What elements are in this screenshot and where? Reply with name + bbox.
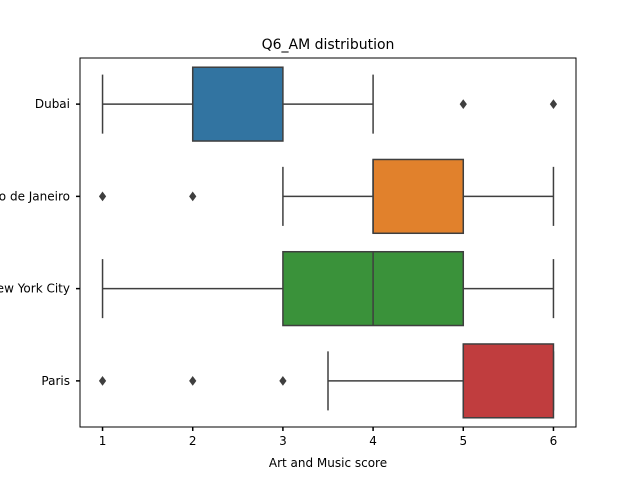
outlier-point-dubai xyxy=(459,99,467,109)
axes-frame xyxy=(79,57,577,428)
axis-ticks: Dubai Rio de Janeiro New York City Paris 1 2 3… xyxy=(0,97,557,448)
x-tick-label-1: 1 xyxy=(99,434,107,448)
x-tick-label-4: 4 xyxy=(369,434,377,448)
box-rio-de-janeiro xyxy=(372,158,465,235)
box-dubai xyxy=(191,66,284,142)
x-tick-label-3: 3 xyxy=(279,434,287,448)
x-tick-label-5: 5 xyxy=(459,434,467,448)
y-tick-label-paris: Paris xyxy=(41,374,70,388)
outlier-point-paris xyxy=(98,376,107,386)
outlier-point-rio-de-janeiro xyxy=(98,191,107,202)
chart-title: Q6_AM distribution xyxy=(262,37,395,53)
box-group-new-york-city xyxy=(101,250,555,327)
y-tick-label-new-york-city: New York City xyxy=(0,282,70,296)
plot-area xyxy=(98,66,558,419)
outlier-point-paris xyxy=(189,376,197,386)
x-tick-label-2: 2 xyxy=(189,434,197,448)
x-tick-label-6: 6 xyxy=(550,434,558,448)
outlier-point-paris xyxy=(279,376,287,386)
outlier-point-rio-de-janeiro xyxy=(189,191,197,202)
y-tick-label-dubai: Dubai xyxy=(35,97,70,111)
y-tick-label-rio-de-janeiro: Rio de Janeiro xyxy=(0,189,70,203)
x-axis-label: Art and Music score xyxy=(269,456,387,470)
outlier-point-dubai xyxy=(549,99,558,109)
box-group-rio-de-janeiro xyxy=(98,158,555,235)
box-group-dubai xyxy=(101,66,558,142)
box-group-paris xyxy=(98,343,555,419)
box-paris xyxy=(462,343,555,419)
